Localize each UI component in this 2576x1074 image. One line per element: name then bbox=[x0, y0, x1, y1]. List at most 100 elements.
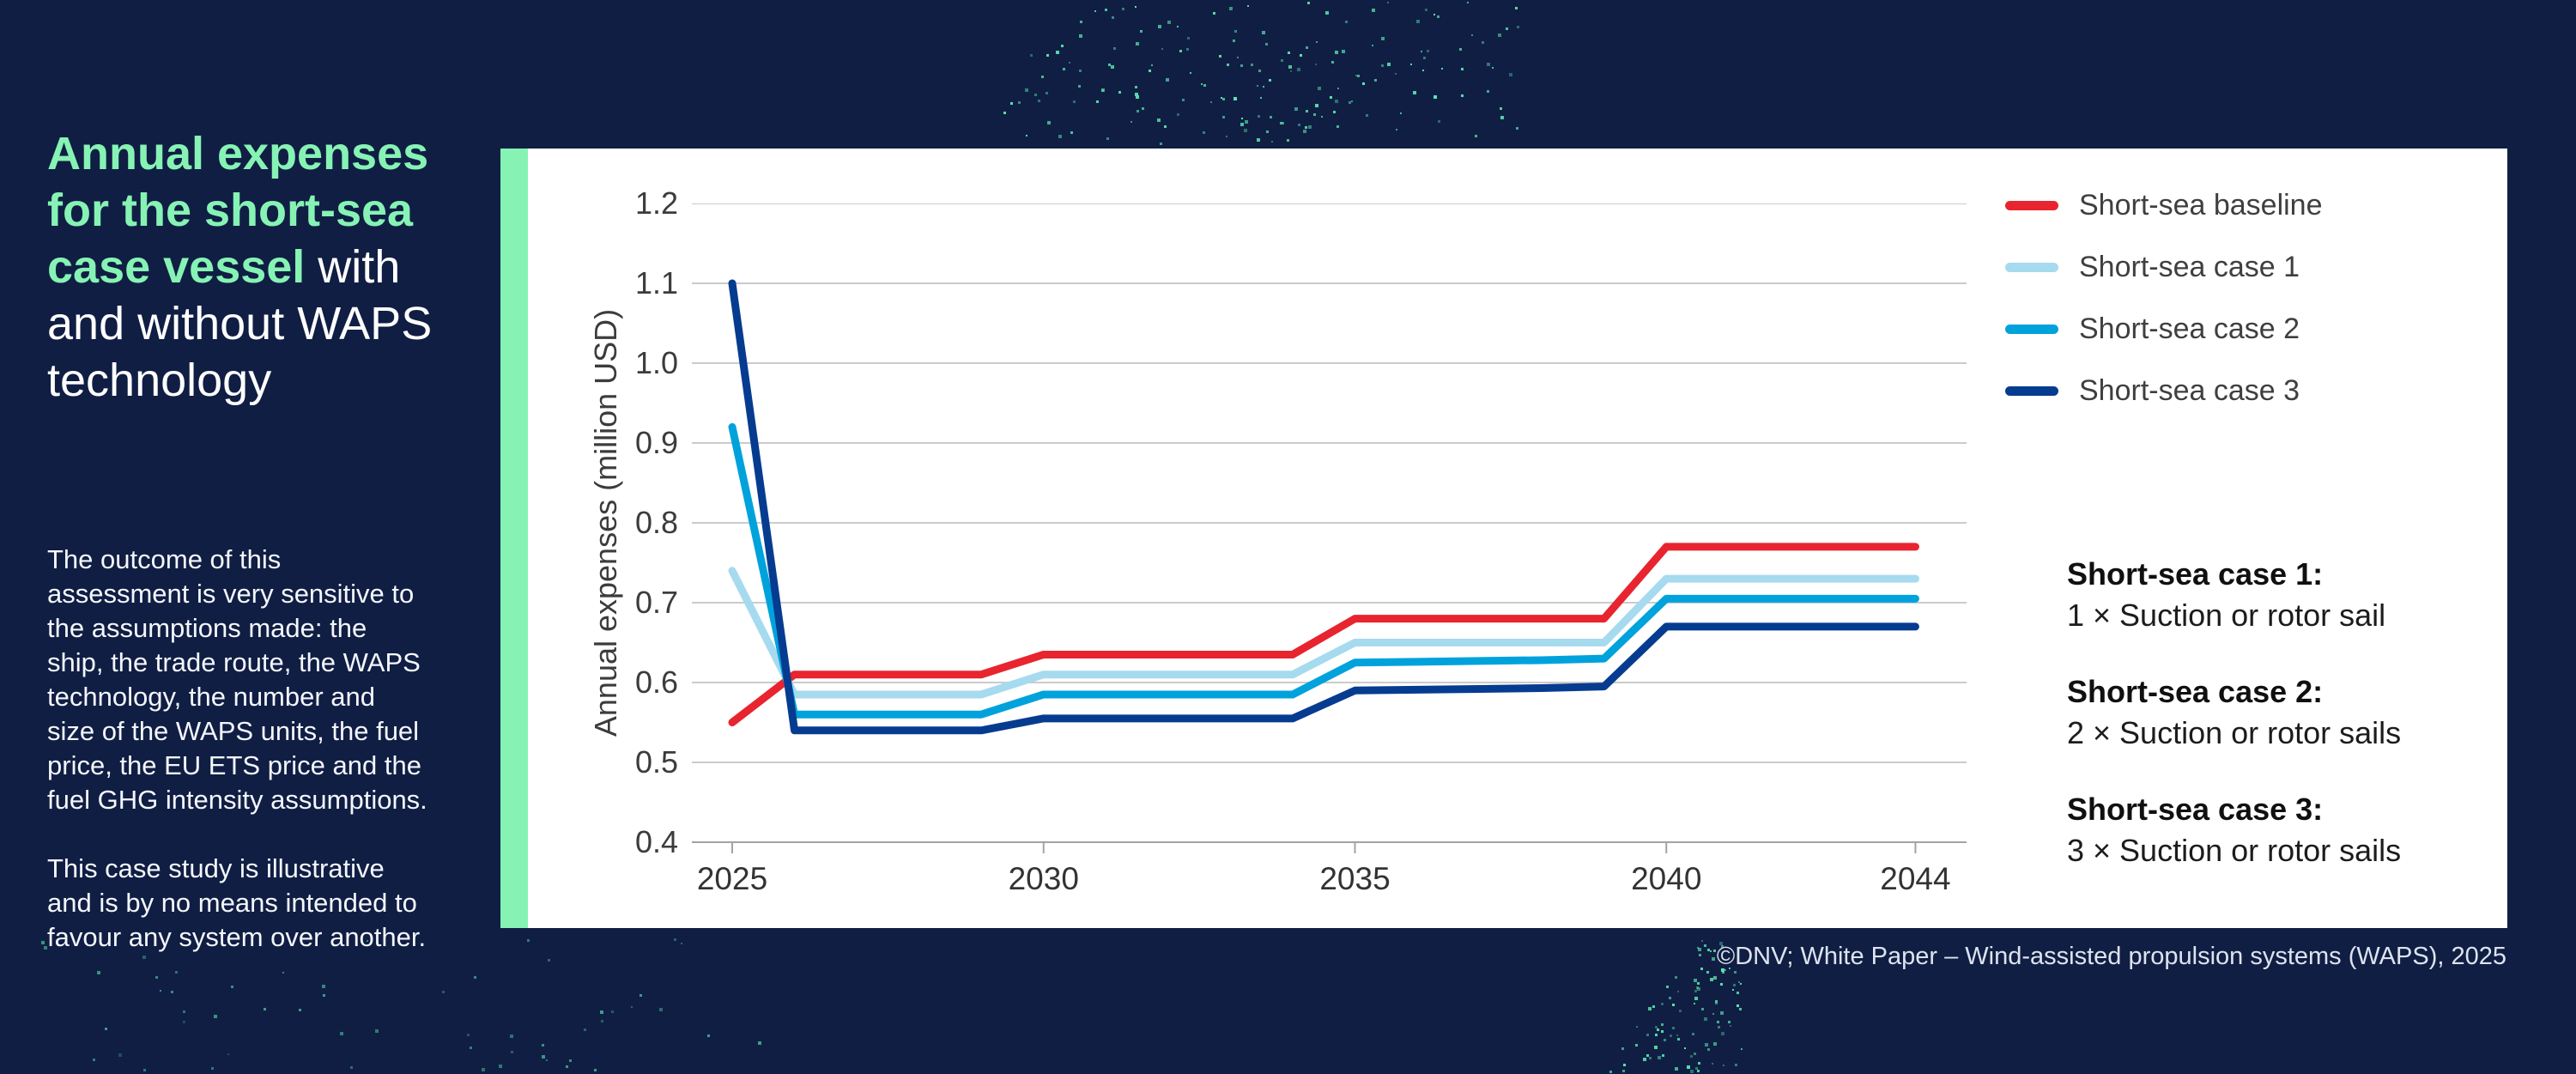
decor-dot bbox=[1687, 1065, 1690, 1069]
decor-dot bbox=[1233, 97, 1237, 100]
decor-dot bbox=[674, 938, 676, 941]
decor-dot bbox=[1713, 950, 1716, 952]
decor-dot bbox=[1706, 971, 1709, 974]
decor-dot bbox=[1262, 31, 1265, 34]
decor-dot bbox=[1500, 116, 1504, 119]
decor-dot bbox=[1247, 5, 1249, 7]
decor-dot bbox=[1735, 1064, 1737, 1066]
decor-dot bbox=[1437, 15, 1440, 18]
decor-dot bbox=[1374, 79, 1377, 82]
decor-dot bbox=[1079, 70, 1082, 72]
page-title-line: Annual expenses bbox=[47, 128, 429, 179]
green-accent-bar bbox=[500, 149, 528, 928]
decor-dot bbox=[1058, 135, 1062, 138]
legend-swatch bbox=[2005, 385, 2058, 396]
decor-dot bbox=[1135, 6, 1136, 8]
decor-dot bbox=[600, 1010, 603, 1014]
decor-dot bbox=[1025, 88, 1028, 92]
decor-dot bbox=[1721, 945, 1724, 948]
decor-dot bbox=[1229, 7, 1233, 10]
decor-dot bbox=[1018, 101, 1021, 104]
decor-dot bbox=[1423, 57, 1426, 59]
y-tick-label: 0.6 bbox=[634, 664, 678, 700]
decor-dot bbox=[1190, 72, 1191, 74]
decor-dot bbox=[1056, 51, 1059, 54]
decor-dot bbox=[1106, 137, 1109, 140]
decor-dot bbox=[1266, 130, 1269, 133]
decor-dot bbox=[1695, 1067, 1698, 1070]
decor-dot bbox=[1433, 14, 1435, 15]
decor-dot bbox=[1694, 979, 1697, 982]
page-title-line: for the short-sea bbox=[47, 185, 414, 236]
decor-dot bbox=[1010, 102, 1013, 105]
decor-dot bbox=[1655, 1026, 1658, 1028]
decor-dot bbox=[1721, 968, 1724, 972]
page-title-line: case vessel with bbox=[47, 241, 401, 293]
decor-dot bbox=[1459, 48, 1462, 51]
decor-dot bbox=[1281, 59, 1283, 62]
legend-label: Short-sea case 1 bbox=[2079, 250, 2300, 283]
decor-dot bbox=[1741, 1048, 1743, 1050]
decor-dot bbox=[1704, 944, 1706, 947]
decor-dot bbox=[639, 994, 642, 997]
decor-dot bbox=[105, 1028, 107, 1030]
decor-dot bbox=[1330, 96, 1332, 99]
decor-dot bbox=[1699, 954, 1701, 956]
decor-dot bbox=[1705, 1043, 1708, 1047]
decor-dot bbox=[1233, 39, 1235, 42]
decor-dot bbox=[1395, 73, 1397, 75]
decor-dot bbox=[1739, 1008, 1742, 1010]
decor-dot bbox=[1387, 63, 1391, 66]
decor-dot bbox=[175, 971, 178, 974]
decor-dot bbox=[1694, 1053, 1696, 1055]
decor-dot bbox=[1135, 86, 1137, 88]
decor-dot bbox=[1257, 138, 1260, 142]
decor-dot bbox=[1136, 110, 1139, 112]
decor-dot bbox=[1679, 1010, 1682, 1012]
decor-dot bbox=[1498, 33, 1501, 37]
decor-dot bbox=[1652, 1005, 1655, 1008]
decor-dot bbox=[1422, 70, 1424, 71]
expenses-line-chart bbox=[692, 203, 1967, 853]
decor-dot bbox=[1646, 1054, 1649, 1057]
decor-dot bbox=[510, 1035, 513, 1038]
sidebar-paragraph-2: This case study is illustrative and is b… bbox=[47, 853, 427, 952]
decor-dot bbox=[1047, 121, 1051, 124]
decor-dot bbox=[1728, 1021, 1730, 1023]
page-title-line: and without WAPS bbox=[47, 298, 433, 349]
decor-dot bbox=[1166, 78, 1169, 82]
y-tick-label: 0.4 bbox=[634, 824, 678, 859]
decor-dot bbox=[499, 1065, 502, 1068]
decor-dot bbox=[1516, 127, 1518, 130]
decor-dot bbox=[1621, 1047, 1624, 1050]
decor-dot bbox=[548, 959, 550, 962]
decor-dot bbox=[1237, 57, 1239, 58]
decor-dot bbox=[1325, 11, 1329, 15]
decor-dot bbox=[93, 1059, 95, 1061]
decor-dot bbox=[1658, 1056, 1661, 1059]
decor-dot bbox=[1461, 68, 1464, 70]
decor-dot bbox=[1271, 141, 1273, 143]
decor-dot bbox=[1335, 51, 1338, 54]
decor-dot bbox=[1034, 94, 1037, 96]
decor-dot bbox=[1111, 65, 1114, 69]
series-line-short-sea-baseline bbox=[728, 543, 1919, 726]
decor-dot bbox=[282, 972, 284, 974]
decor-dot bbox=[1160, 143, 1162, 145]
decor-dot bbox=[1698, 948, 1701, 951]
decor-dot bbox=[1657, 1028, 1659, 1031]
decor-dot bbox=[1182, 99, 1185, 101]
decor-dot bbox=[1061, 45, 1064, 47]
decor-dot bbox=[1500, 107, 1502, 110]
decor-dot bbox=[1108, 64, 1111, 66]
sidebar-paragraph-1: The outcome of this assessment is very s… bbox=[47, 544, 427, 815]
decor-dot bbox=[1136, 42, 1139, 46]
decor-dot bbox=[1715, 1000, 1718, 1003]
decor-dot bbox=[214, 1015, 217, 1018]
legend-label: Short-sea case 2 bbox=[2079, 312, 2300, 345]
decor-dot bbox=[1288, 52, 1290, 54]
series-line-short-sea-case-1 bbox=[728, 567, 1919, 699]
decor-dot bbox=[1425, 9, 1427, 11]
chart-panel bbox=[500, 149, 2507, 928]
decor-dot bbox=[1738, 981, 1740, 983]
